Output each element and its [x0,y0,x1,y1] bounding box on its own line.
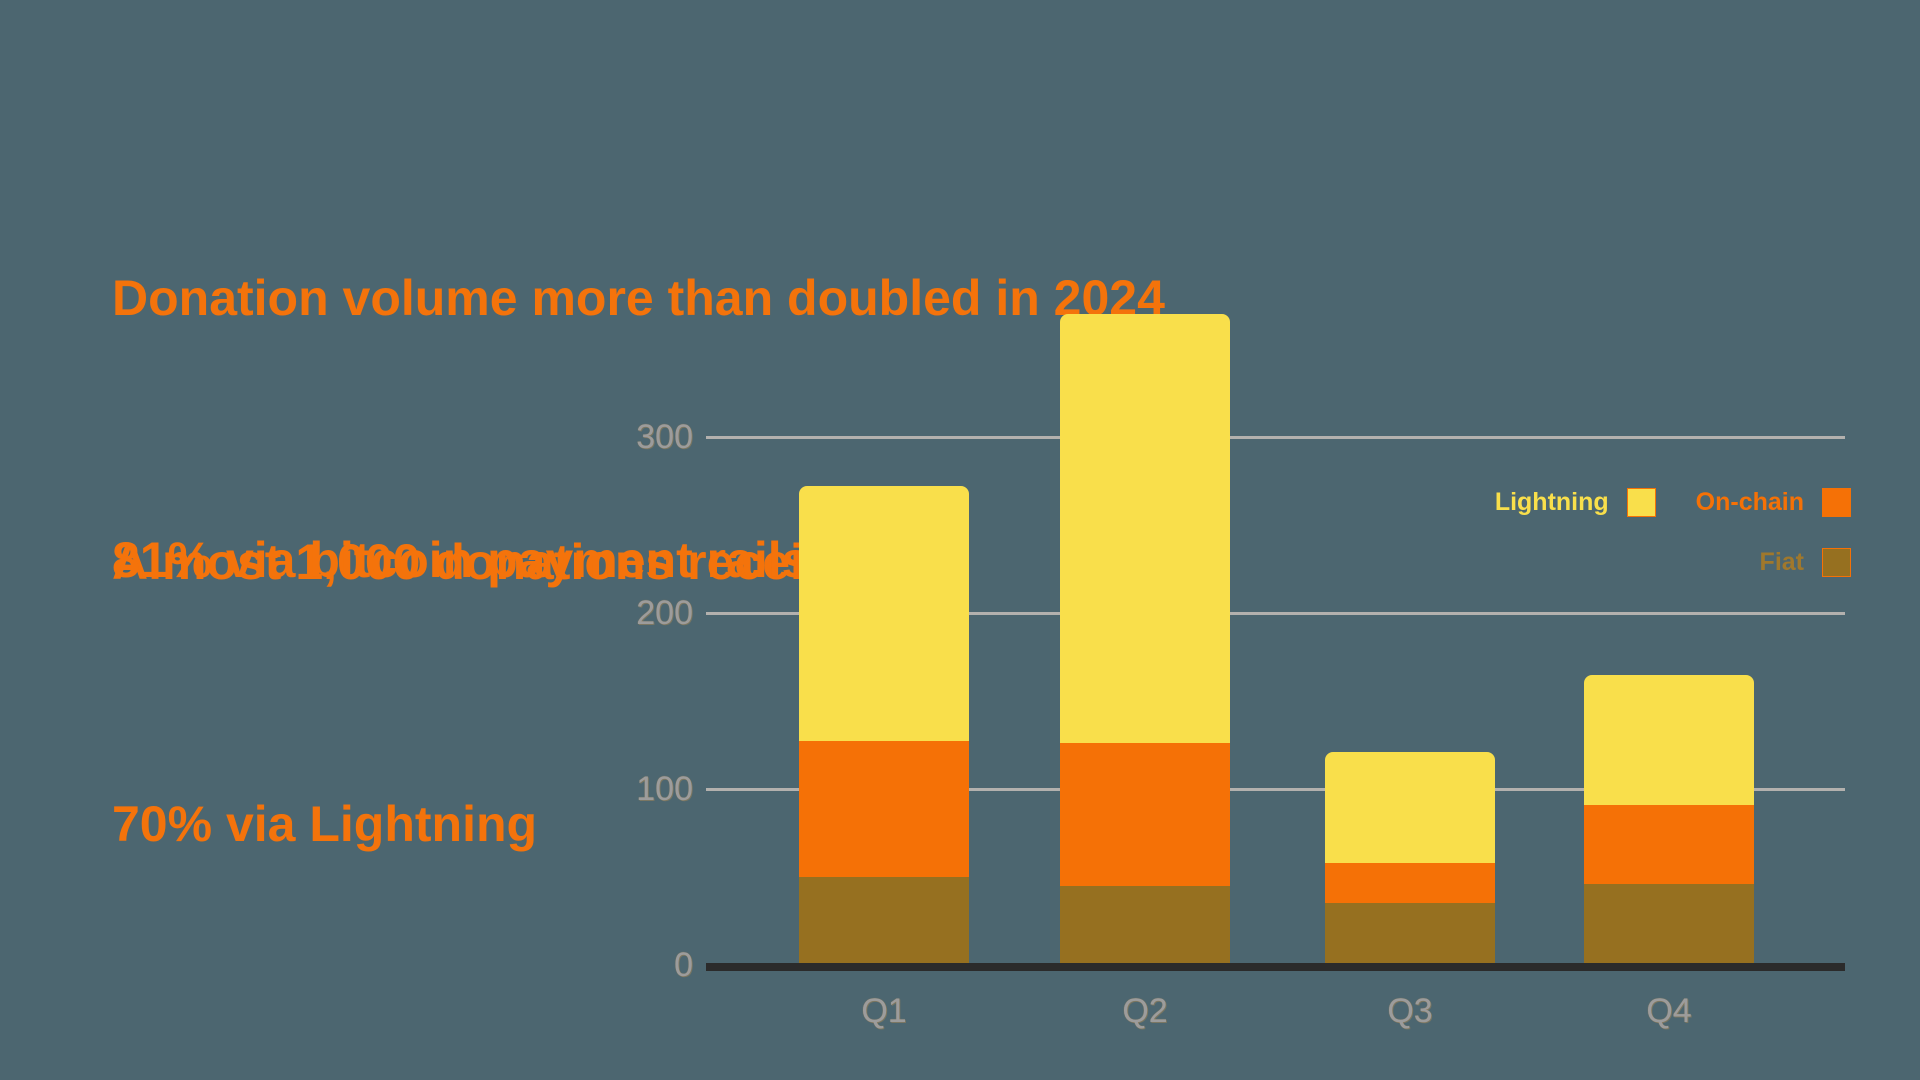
bar-segment-fiat-q2 [1060,886,1230,965]
y-tick-label-200: 200 [636,594,693,632]
chart-legend-row-1: Lightning On-chain [1495,487,1851,517]
gridline-200 [706,611,1845,615]
bar-segment-fiat-q3 [1325,903,1495,965]
x-tick-label-q3: Q3 [1387,992,1433,1030]
x-tick-label-q2: Q2 [1122,992,1168,1030]
y-tick-label-100: 100 [636,770,693,808]
legend-swatch-onchain-icon [1822,487,1851,517]
headline-line-1: Donation volume more than doubled in 202… [112,270,1165,326]
headline-block: Donation volume more than doubled in 202… [112,78,1165,782]
x-tick-label-q4: Q4 [1646,992,1692,1030]
gridline-300 [706,435,1845,439]
legend-label-onchain: On-chain [1695,488,1804,516]
chart-legend-row-2: Fiat [1760,547,1851,577]
bar-segment-on-chain-q2 [1060,743,1230,886]
gridline-100 [706,787,1845,791]
x-axis-line [706,963,1845,971]
legend-swatch-lightning-icon [1626,487,1656,517]
bar-segment-fiat-q4 [1584,884,1754,965]
bar-segment-lightning-q4 [1584,675,1754,805]
bar-segment-on-chain-q1 [799,741,969,877]
bar-segment-fiat-q1 [799,877,969,965]
y-tick-label-0: 0 [674,946,693,984]
legend-swatch-fiat-icon [1822,547,1851,577]
y-tick-label-300: 300 [636,418,693,456]
x-tick-label-q1: Q1 [861,992,907,1030]
bar-segment-on-chain-q3 [1325,863,1495,903]
bar-segment-lightning-q3 [1325,752,1495,863]
bar-segment-on-chain-q4 [1584,805,1754,884]
legend-label-fiat: Fiat [1759,548,1804,576]
stats-block: 81% via bitcoin payment rails 70% via Li… [112,340,810,1044]
stat-line-lightning: 70% via Lightning [112,796,538,852]
headline-line-2: Almost 1,000 donations received [112,534,891,590]
bar-segment-lightning-q2 [1060,314,1230,743]
stat-line-bitcoin-rails: 81% via bitcoin payment rails [112,532,810,588]
bar-segment-lightning-q1 [799,486,969,741]
legend-label-lightning: Lightning [1494,488,1609,516]
